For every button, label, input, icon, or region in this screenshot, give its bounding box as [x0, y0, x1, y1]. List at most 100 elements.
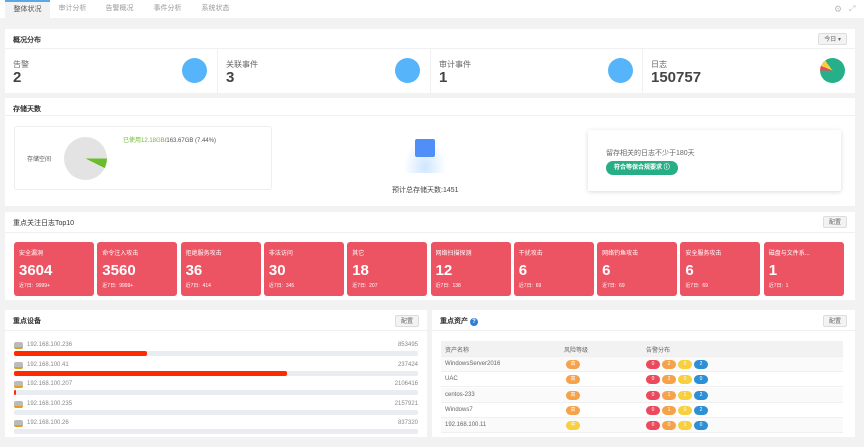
- column-header: 资产名称: [445, 348, 470, 354]
- log-card-name: 干扰攻击: [518, 251, 543, 257]
- alert-count-pill: 2: [662, 375, 676, 385]
- device-count: 837320: [397, 420, 418, 426]
- stat-value: 150757: [651, 69, 702, 86]
- panel-title: 重点资产: [440, 318, 468, 325]
- log-card-name: 命令注入攻击: [102, 251, 139, 257]
- week-label: 近7日:: [268, 283, 284, 289]
- stat-chart: [395, 58, 420, 83]
- config-button[interactable]: 配置: [822, 315, 847, 327]
- week-label: 近7日:: [352, 283, 367, 289]
- week-value: 138: [452, 283, 461, 289]
- retention-tooltip: 留存相关的日志不少于180天 符合等保合规要求 ⓘ: [588, 130, 841, 191]
- storage-panel: 存储天数 存储空间 已使用12.18GB/163.67GB (7.44%) 预计…: [5, 98, 855, 206]
- alert-count-pill: 0: [694, 421, 708, 431]
- stat-chart: [608, 58, 633, 83]
- log-card[interactable]: 非法访问 30 近7日: 345: [263, 242, 344, 296]
- log-card[interactable]: 网络钓鱼攻击 6 近7日: 69: [597, 242, 678, 296]
- log-card[interactable]: 安全服务攻击 6 近7日: 69: [680, 242, 761, 296]
- log-card[interactable]: 安全漏洞 3604 近7日: 9999+: [14, 242, 94, 296]
- device-count: 237424: [397, 361, 418, 368]
- storage-total: /163.67GB (7.44%): [164, 138, 217, 144]
- expand-icon[interactable]: ⤢: [849, 4, 856, 13]
- device-count: 853495: [397, 342, 418, 348]
- log-card-name: 网络钓鱼攻击: [602, 251, 639, 257]
- tab-system[interactable]: 系统状态: [201, 5, 230, 12]
- stat-correlated-events[interactable]: 关联事件 3: [218, 48, 431, 93]
- stat-logs[interactable]: 日志 150757: [643, 48, 855, 93]
- stat-label: 审计事件: [439, 60, 471, 69]
- log-card-value: 3560: [102, 262, 136, 279]
- device-bar-track: [14, 390, 418, 395]
- alert-count-pill: 0: [694, 375, 708, 385]
- stat-audit-events[interactable]: 审计事件 1: [431, 48, 643, 93]
- asset-name: 192.168.100.11: [445, 422, 487, 429]
- device-item[interactable]: 192.168.100.26 837320: [14, 420, 418, 440]
- tab-overall[interactable]: 整体状况: [5, 0, 50, 18]
- alert-count-pill: 0: [678, 360, 692, 369]
- device-bar-track: [14, 429, 418, 434]
- compliance-badge[interactable]: 符合等保合规要求 ⓘ: [606, 161, 678, 175]
- week-label: 近7日:: [768, 283, 783, 289]
- config-button[interactable]: 配置: [394, 315, 419, 327]
- risk-level-badge: 高: [566, 405, 580, 415]
- alert-count-pill: 2: [694, 360, 708, 369]
- alert-count-pill: 0: [646, 405, 660, 415]
- stat-value: 1: [439, 69, 448, 86]
- week-label: 近7日:: [435, 283, 450, 289]
- tab-bar: 整体状况 审计分析 告警概况 事件分析 系统状态 ⚙ ⤢: [0, 0, 864, 18]
- alert-count-pill: 0: [678, 375, 692, 385]
- device-item[interactable]: 192.168.100.236 853495: [14, 342, 418, 362]
- alert-count-pill: 0: [646, 375, 660, 385]
- gear-icon[interactable]: ⚙: [834, 4, 843, 14]
- alert-count-pill: 1: [662, 390, 676, 400]
- stat-chart: [182, 58, 207, 83]
- log-card-value: 1: [768, 262, 778, 279]
- log-card-value: 18: [352, 262, 369, 279]
- week-value: 414: [202, 283, 211, 289]
- device-ip: 192.168.100.207: [27, 381, 73, 387]
- log-card[interactable]: 干扰攻击 6 近7日: 69: [513, 242, 594, 296]
- device-bar-track: [14, 370, 418, 376]
- help-icon[interactable]: ?: [469, 318, 478, 326]
- log-card[interactable]: 网络扫描探测 12 近7日: 138: [430, 242, 511, 296]
- device-icon: [14, 420, 23, 427]
- log-card-value: 12: [435, 262, 453, 279]
- device-item[interactable]: 192.168.100.207 2106416: [14, 381, 418, 401]
- alert-count-pill: 2: [694, 405, 708, 415]
- stat-value: 3: [226, 69, 235, 86]
- log-card[interactable]: 拒绝服务攻击 36 近7日: 414: [180, 242, 261, 296]
- alert-count-pill: 1: [678, 421, 692, 431]
- tab-events[interactable]: 事件分析: [153, 5, 182, 12]
- config-button[interactable]: 配置: [822, 216, 847, 228]
- stat-label: 关联事件: [226, 60, 258, 69]
- week-value: 69: [619, 283, 625, 289]
- device-bar-track: [14, 351, 418, 356]
- week-value: 69: [535, 283, 542, 289]
- risk-level-badge: 高: [566, 360, 580, 369]
- log-card-name: 安全服务攻击: [685, 251, 722, 257]
- device-count: 2157921: [394, 400, 418, 407]
- log-card-name: 非法访问: [268, 251, 293, 257]
- log-card[interactable]: 磁盘与文件系... 1 近7日: 1: [763, 242, 844, 296]
- device-item[interactable]: 192.168.100.41 237424: [14, 361, 418, 382]
- storage-pie-chart: [64, 137, 107, 180]
- alert-count-pill: 0: [646, 360, 660, 369]
- panel-title: 概况分布: [13, 37, 41, 44]
- device-item[interactable]: 192.168.100.235 2157921: [14, 400, 418, 421]
- alert-count-pill: 0: [678, 405, 692, 415]
- range-select[interactable]: 今日 ▾: [818, 33, 847, 45]
- log-pie-chart: [820, 58, 845, 83]
- asset-name: centos-233: [445, 391, 475, 398]
- tab-alerts[interactable]: 告警概况: [105, 5, 134, 12]
- log-card[interactable]: 命令注入攻击 3560 近7日: 9999+: [97, 242, 178, 296]
- alert-count-pill: 1: [678, 390, 692, 400]
- week-label: 近7日:: [102, 283, 117, 289]
- stat-alerts[interactable]: 告警 2: [5, 48, 218, 93]
- tab-audit[interactable]: 审计分析: [58, 5, 87, 12]
- log-card[interactable]: 其它 18 近7日: 207: [347, 242, 428, 296]
